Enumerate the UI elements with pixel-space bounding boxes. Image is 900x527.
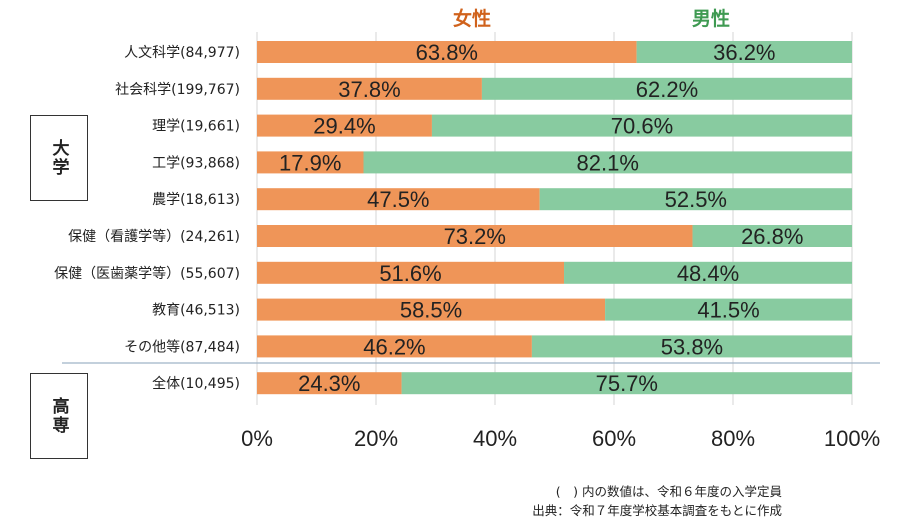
- data-label-female: 63.8%: [416, 40, 478, 65]
- category-label: 保健（看護学等）(24,261): [68, 228, 240, 245]
- bar-female: [257, 261, 565, 284]
- bar-female: [257, 298, 606, 321]
- data-label-male: 62.2%: [636, 77, 698, 102]
- data-label-male: 82.1%: [577, 150, 639, 175]
- x-axis-ticks: 0% 20% 40% 60% 80% 100%: [241, 426, 880, 451]
- category-label: その他等(87,484): [124, 338, 240, 355]
- data-label-female: 17.9%: [279, 150, 341, 175]
- category-label: 工学(93,868): [152, 155, 240, 171]
- data-label-male: 48.4%: [677, 261, 739, 286]
- x-tick-label: 40%: [473, 426, 517, 451]
- data-label-female: 46.2%: [363, 334, 425, 359]
- bar-male: [481, 77, 852, 100]
- x-tick-label: 60%: [592, 426, 636, 451]
- x-tick-label: 20%: [354, 426, 398, 451]
- x-tick-label: 0%: [241, 426, 273, 451]
- group-label-kosen: 高専: [30, 373, 88, 459]
- group-label-kosen-text: 高専: [48, 397, 69, 435]
- bar-female: [257, 225, 693, 247]
- bar-male: [363, 151, 852, 174]
- data-label-female: 29.4%: [313, 114, 375, 139]
- legend: 女性 男性: [453, 7, 730, 30]
- group-label-university: 大学: [30, 115, 88, 201]
- legend-female: 女性: [453, 7, 491, 30]
- category-labels: 人文科学(84,977) 社会科学(199,767) 理学(19,661) 工学(93…: [54, 45, 240, 392]
- category-label: 農学(18,613): [152, 192, 240, 208]
- category-label: 教育(46,513): [152, 303, 240, 319]
- data-label-male: 52.5%: [665, 187, 727, 212]
- data-label-male: 26.8%: [741, 224, 803, 249]
- bar-female: [257, 188, 540, 211]
- data-label-male: 53.8%: [661, 334, 723, 359]
- bar-male: [564, 261, 852, 284]
- bar-male: [539, 188, 852, 211]
- bar-female: [257, 372, 402, 395]
- category-label: 全体(10,495): [152, 375, 240, 392]
- category-label: 理学(19,661): [152, 119, 240, 135]
- bar-female: [257, 151, 364, 174]
- category-label: 社会科学(199,767): [115, 82, 240, 98]
- bars: [257, 41, 852, 395]
- bar-male: [636, 41, 852, 63]
- footnote-source: 出典：令和７年度学校基本調査をもとに作成: [532, 503, 782, 518]
- data-label-female: 47.5%: [367, 187, 429, 212]
- data-label-female: 51.6%: [379, 261, 441, 286]
- data-label-female: 73.2%: [444, 224, 506, 249]
- bar-female: [257, 41, 637, 63]
- bar-male: [401, 372, 852, 395]
- data-label-female: 58.5%: [400, 298, 462, 323]
- data-label-male: 36.2%: [713, 40, 775, 65]
- group-label-university-text: 大学: [48, 139, 69, 177]
- x-tick-label: 80%: [711, 426, 755, 451]
- data-label-male: 70.6%: [611, 114, 673, 139]
- data-label-male: 75.7%: [596, 371, 658, 396]
- x-tick-label: 100%: [824, 426, 880, 451]
- legend-male: 男性: [692, 7, 730, 30]
- data-label-male: 41.5%: [697, 298, 759, 323]
- bar-male: [605, 298, 852, 321]
- bar-female: [257, 77, 482, 100]
- data-label-female: 37.8%: [338, 77, 400, 102]
- data-label-female: 24.3%: [298, 371, 360, 396]
- footnote-capacity: ( ) 内の数値は、令和６年度の入学定員: [555, 484, 782, 499]
- category-label: 人文科学(84,977): [124, 45, 240, 61]
- bar-male: [431, 114, 852, 137]
- bar-female: [257, 335, 532, 358]
- data-labels: 63.8% 36.2% 37.8% 62.2% 29.4% 70.6% 17.9% 82.1%…: [279, 40, 803, 396]
- bar-female: [257, 114, 432, 137]
- bar-male: [692, 225, 852, 247]
- bar-male: [531, 335, 852, 358]
- category-label: 保健（医歯薬学等）(55,607): [54, 265, 240, 282]
